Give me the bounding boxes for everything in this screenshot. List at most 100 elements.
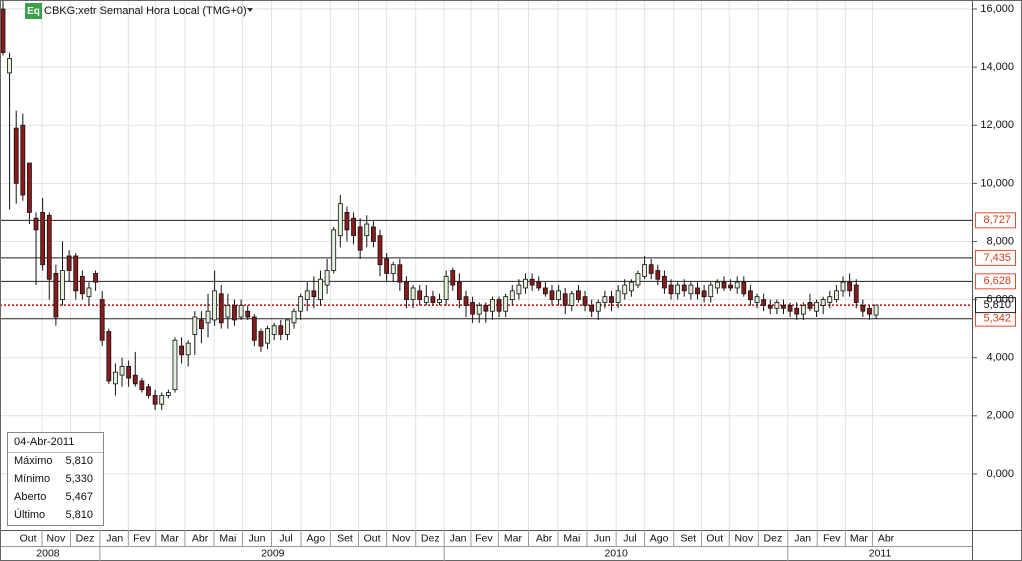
level-label: 6,628 [983, 275, 1011, 287]
header[interactable]: Eq CBKG:xetr Semanal Hora Local (TMG+0) [25, 3, 253, 19]
candle-body [536, 281, 542, 289]
candle-body [648, 264, 654, 274]
badge [25, 3, 42, 19]
candle-body [410, 287, 416, 300]
candle-body [212, 290, 218, 321]
candle-body [662, 275, 667, 289]
candle-body [304, 290, 310, 300]
candle-body [390, 264, 396, 274]
candle-body [324, 270, 330, 286]
candle-body [245, 310, 251, 318]
candle-body [351, 217, 356, 237]
candle-body [152, 395, 158, 405]
dropdown-arrow[interactable] [247, 8, 253, 12]
candle-body [595, 302, 601, 312]
info-label: Último [14, 508, 45, 521]
candle-body [53, 273, 59, 318]
candle-body [238, 304, 244, 318]
candle-body [430, 296, 436, 303]
candle-body [337, 203, 343, 237]
candle-body [185, 342, 191, 356]
candle-body [675, 284, 681, 295]
candle-body [364, 223, 370, 237]
candle-body [523, 278, 528, 289]
level-label: 5,342 [983, 313, 1011, 325]
candle-body [73, 255, 79, 292]
candle-body [284, 319, 290, 335]
info-value: 5,810 [65, 509, 93, 521]
x-tick-label: Jul [623, 532, 636, 544]
candle-body [873, 304, 879, 316]
candle-body [589, 304, 595, 312]
candle-body [79, 275, 85, 295]
candle-body [251, 316, 257, 341]
y-tick-label: 16,000 [980, 3, 1014, 15]
candle-body [496, 299, 502, 312]
candle-body [86, 287, 92, 298]
candle-body [172, 339, 178, 391]
year-label: 2011 [869, 547, 892, 559]
candle-body [794, 307, 800, 315]
level-label: 8,727 [983, 214, 1011, 226]
candle-body [708, 284, 714, 298]
candle-body [192, 316, 198, 335]
candle-body [503, 296, 509, 312]
candle-body [450, 270, 456, 286]
candle-body [542, 287, 548, 295]
year-label: 2009 [261, 547, 285, 559]
level-tag [975, 212, 1016, 229]
candle-body [99, 299, 105, 341]
candle-body [232, 304, 237, 321]
candle-body [298, 296, 304, 312]
candle-body [635, 273, 641, 286]
candle-body [714, 281, 720, 289]
candle-body [615, 290, 621, 303]
candle-body [668, 284, 674, 295]
candle-body [0, 8, 6, 53]
candle-body [529, 278, 535, 286]
candle-body [377, 235, 383, 266]
candle-body [126, 366, 132, 379]
candle-body [456, 281, 462, 300]
x-tick-label: Ago [306, 532, 325, 544]
candle-body [754, 296, 760, 303]
candle-body [344, 212, 350, 231]
candle-body [800, 304, 806, 315]
x-tick-label: Jan [450, 532, 467, 544]
x-tick-label: Fev [475, 532, 493, 544]
candle-body [60, 270, 65, 300]
candle-body [741, 281, 747, 295]
candle-body [807, 302, 813, 309]
info-value: 5,810 [65, 455, 93, 467]
candle-body [470, 302, 476, 315]
year-label: 2010 [604, 547, 628, 559]
x-tick-label: Jun [594, 532, 611, 544]
x-tick-label: Jun [249, 532, 266, 544]
candle-body [509, 290, 515, 300]
candle-body [562, 293, 568, 306]
candle-body [622, 284, 628, 295]
candle-body [165, 392, 171, 396]
candle-body [490, 299, 495, 312]
last-price-tag [975, 297, 1016, 314]
candle-body [113, 371, 118, 385]
candle-body [179, 345, 184, 356]
candle-body [853, 284, 859, 303]
x-tick-label: Nov [47, 532, 66, 544]
candle-body [834, 290, 839, 300]
candle-body [27, 162, 32, 213]
candle-body [331, 229, 337, 271]
candle-body [139, 380, 145, 391]
info-label: Mínimo [14, 473, 50, 485]
x-tick-label: Fev [133, 532, 151, 544]
y-tick-label: 12,000 [980, 119, 1014, 131]
candle-body [476, 304, 482, 315]
candles [0, 0, 879, 410]
candle-body [787, 304, 793, 312]
candle-body [628, 281, 634, 292]
candle-body [748, 290, 753, 300]
candle-body [20, 124, 26, 196]
candle-body [311, 290, 317, 298]
level-tag [975, 273, 1016, 290]
x-tick-label: Mai [219, 532, 236, 544]
